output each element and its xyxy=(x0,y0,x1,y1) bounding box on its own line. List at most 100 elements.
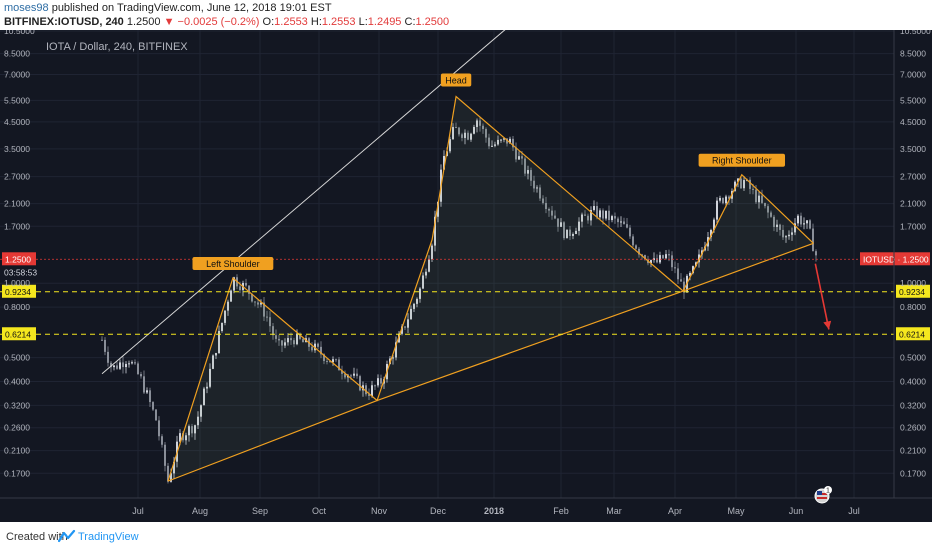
candle-body xyxy=(461,134,463,138)
candle-body xyxy=(173,461,175,474)
candle-body xyxy=(632,236,634,246)
candle-body xyxy=(476,120,478,127)
candle-body xyxy=(500,139,502,141)
candle-body xyxy=(224,310,226,323)
candle-body xyxy=(257,302,259,305)
candle-body xyxy=(296,333,298,345)
candle-body xyxy=(617,218,619,223)
y-tick-label-left: 5.5000 xyxy=(4,95,30,105)
candle-body xyxy=(812,228,814,252)
y-tick-label-right: 0.4000 xyxy=(900,376,926,386)
y-tick-label-right: 2.1000 xyxy=(900,199,926,209)
candle-body xyxy=(473,126,475,134)
candle-body xyxy=(629,227,631,237)
x-tick-label: May xyxy=(727,506,745,516)
projection-arrow-head xyxy=(823,320,832,330)
candle-body xyxy=(251,293,253,302)
candle-body xyxy=(368,394,370,396)
candle-body xyxy=(566,229,568,239)
x-tick-label: Jul xyxy=(848,506,860,516)
y-tick-label-left: 1.7000 xyxy=(4,221,30,231)
candle-body xyxy=(608,210,610,221)
candle-body xyxy=(689,273,691,276)
pattern-fill-right xyxy=(683,174,814,292)
candle-body xyxy=(254,301,256,303)
y-tick-label-left: 2.1000 xyxy=(4,199,30,209)
candle-body xyxy=(635,245,637,249)
candle-body xyxy=(404,326,406,328)
candle-body xyxy=(374,385,376,387)
candle-body xyxy=(158,420,160,437)
price-chart[interactable]: 0.9234 0.9234 0.6214 0.6214 1.2500 03:58:53 IO… xyxy=(0,3,932,522)
candle-body xyxy=(536,187,538,189)
candle-body xyxy=(674,267,676,269)
chart-title: IOTA / Dollar, 240, BITFINEX xyxy=(46,41,188,53)
candle-body xyxy=(800,215,802,225)
y-tick-label-left: 7.0000 xyxy=(4,70,30,80)
y-tick-label-right: 0.5000 xyxy=(900,353,926,363)
candle-body xyxy=(392,357,394,359)
candle-body xyxy=(422,275,424,289)
author-link[interactable]: moses98 xyxy=(4,2,49,14)
candle-body xyxy=(143,376,145,393)
candle-body xyxy=(479,120,481,126)
candle-body xyxy=(548,208,550,211)
candle-body xyxy=(443,156,445,170)
candle-body xyxy=(524,158,526,174)
candle-body xyxy=(413,303,415,309)
trendline xyxy=(101,3,536,375)
y-tick-label-left: 0.5000 xyxy=(4,353,30,363)
candle-body xyxy=(227,301,229,311)
candle-body xyxy=(497,139,499,145)
level-label-right: 0.6214 xyxy=(899,329,925,339)
candle-body xyxy=(584,214,586,216)
tradingview-brand[interactable]: TradingView xyxy=(78,531,139,543)
candle-body xyxy=(122,362,124,368)
candle-body xyxy=(101,339,103,341)
level-label-left: 0.9234 xyxy=(5,287,31,297)
candle-body xyxy=(449,139,451,152)
candle-body xyxy=(815,251,817,256)
candle-body xyxy=(755,189,757,203)
pattern-fill-left xyxy=(168,277,378,482)
candle-body xyxy=(218,330,220,354)
projection-arrow xyxy=(814,263,830,330)
x-tick-label: 2018 xyxy=(484,506,504,516)
level-tag-right xyxy=(896,284,930,298)
high-value: 1.2553 xyxy=(321,16,356,28)
candle-body xyxy=(170,473,172,482)
candle-body xyxy=(350,375,352,377)
candle-body xyxy=(230,290,232,302)
candle-body xyxy=(593,206,595,210)
y-tick-label-right: 2.7000 xyxy=(900,172,926,182)
open-value: 1.2553 xyxy=(274,16,308,28)
y-tick-label-left: 0.4000 xyxy=(4,376,30,386)
candle-body xyxy=(290,338,292,341)
x-tick-label: Oct xyxy=(312,506,327,516)
x-tick-label: Feb xyxy=(553,506,569,516)
high-label: H: xyxy=(310,16,322,28)
chart-panel[interactable]: 0.9234 0.9234 0.6214 0.6214 1.2500 03:58:53 IO… xyxy=(0,3,932,522)
candle-body xyxy=(533,180,535,189)
candle-body xyxy=(605,210,607,219)
candle-body xyxy=(587,215,589,221)
candle-body xyxy=(464,132,466,138)
candle-body xyxy=(110,362,112,368)
x-tick-label: Aug xyxy=(192,506,208,516)
candle-body xyxy=(788,234,790,237)
candle-body xyxy=(482,125,484,130)
level-tag-left xyxy=(2,284,36,298)
y-tick-label-left: 0.8000 xyxy=(4,302,30,312)
y-tick-label-right: 5.5000 xyxy=(900,95,926,105)
candle-body xyxy=(782,229,784,238)
y-tick-label-right: 0.8000 xyxy=(900,302,926,312)
candle-body xyxy=(650,260,652,264)
head-label-tag xyxy=(440,73,472,87)
candle-body xyxy=(743,180,745,189)
candle-body xyxy=(248,285,250,294)
flag-icon[interactable]: 1 xyxy=(814,486,832,504)
candle-body xyxy=(104,339,106,352)
candle-body xyxy=(770,212,772,217)
candle-body xyxy=(680,279,682,282)
symbol-label: BITFINEX:IOTUSD, 240 xyxy=(4,16,124,28)
